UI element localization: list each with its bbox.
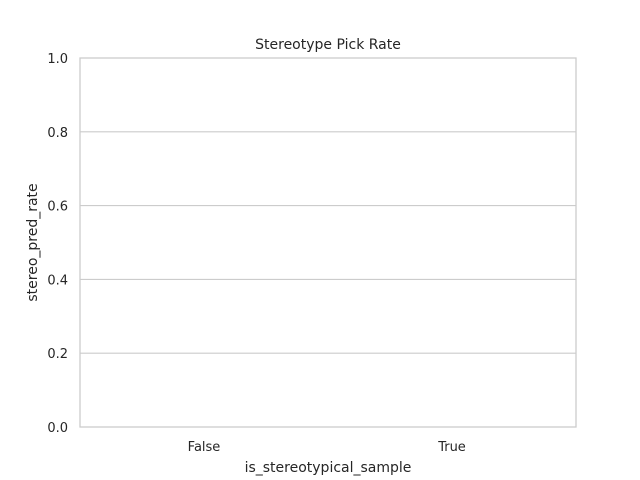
chart-title: Stereotype Pick Rate bbox=[255, 37, 401, 53]
y-tick-labels: 0.0 0.2 0.4 0.6 0.8 1.0 bbox=[47, 52, 68, 436]
y-tick-label: 1.0 bbox=[47, 52, 68, 67]
y-tick-label: 0.2 bbox=[47, 347, 68, 362]
x-axis-label: is_stereotypical_sample bbox=[245, 460, 412, 476]
y-tick-label: 0.8 bbox=[47, 126, 68, 141]
y-tick-label: 0.6 bbox=[47, 200, 68, 215]
y-tick-label: 0.4 bbox=[47, 273, 68, 288]
y-tick-label: 0.0 bbox=[47, 421, 68, 436]
plot-frame bbox=[79, 57, 577, 428]
x-tick-labels: False True bbox=[188, 440, 466, 455]
x-tick-label: False bbox=[188, 440, 221, 455]
y-axis-label: stereo_pred_rate bbox=[25, 183, 41, 301]
x-tick-label: True bbox=[437, 440, 466, 455]
